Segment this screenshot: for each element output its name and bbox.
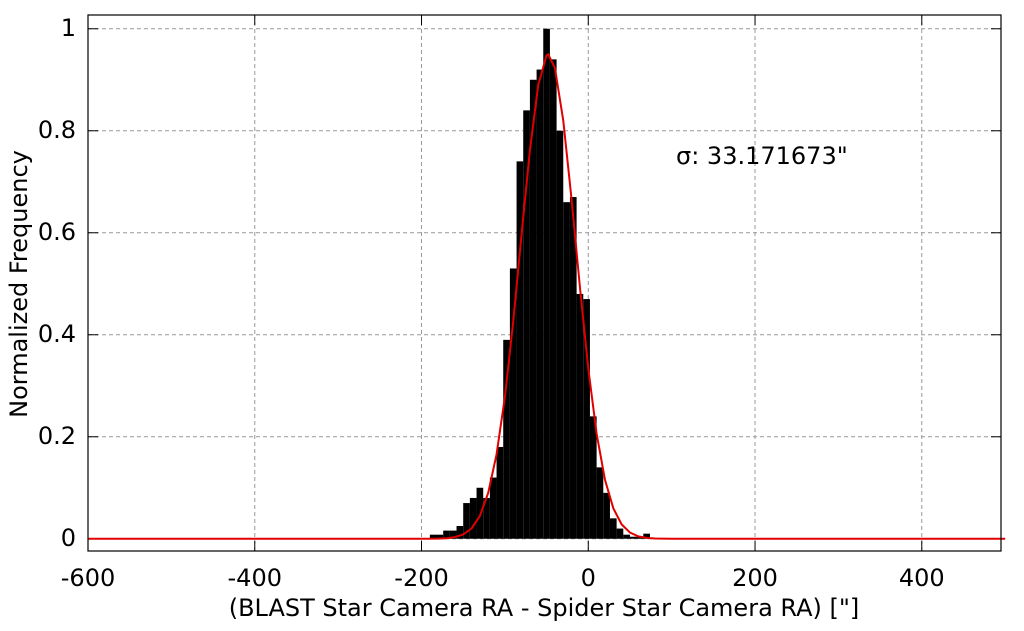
y-axis-label: Normalized Frequency [5,150,33,418]
x-tick-label: 400 [899,564,945,592]
bar [636,536,644,539]
bar [629,536,637,539]
plot-frame [87,14,1002,552]
bar [456,526,464,539]
y-tick-label: 1 [61,14,76,42]
y-tick-label: 0 [61,524,76,552]
bar [496,446,504,539]
bar [563,202,570,539]
y-tick-label: 0.8 [38,116,76,144]
bar [603,492,610,539]
fit-line [88,52,1006,540]
bar [436,534,444,539]
bar [449,530,457,539]
bar [609,518,617,539]
bar [429,534,437,539]
bar [443,530,450,539]
bar [616,528,624,539]
bar [469,497,477,539]
y-tick-label: 0.6 [38,218,76,246]
bar [576,293,584,539]
bar [569,197,577,539]
bar [529,79,537,539]
bar [643,533,650,539]
x-tick-label: 200 [732,564,778,592]
y-tick-label: 0.2 [38,422,76,450]
annotation: σ: 33.171673" [676,142,848,170]
bar [463,503,470,539]
x-axis-label: (BLAST Star Camera RA - Spider Star Came… [229,594,860,622]
bar [516,161,524,539]
bar [623,534,630,539]
x-tick-label: -400 [228,564,282,592]
bar [556,130,564,539]
x-tick-label: -200 [394,564,448,592]
bar [536,69,544,539]
bar [589,416,597,539]
bar [483,497,490,539]
bar [596,467,604,539]
x-tick-label: 0 [581,564,596,592]
bar [503,339,510,539]
bar [549,59,557,539]
x-tick-label: -600 [61,564,115,592]
bar [489,477,497,539]
bar [509,268,517,539]
bar [543,28,550,539]
bar [523,110,530,539]
y-tick-label: 0.4 [38,320,76,348]
bar [583,299,590,539]
